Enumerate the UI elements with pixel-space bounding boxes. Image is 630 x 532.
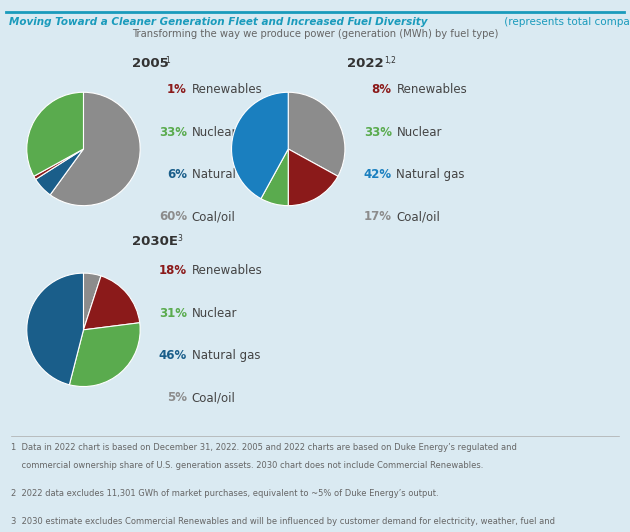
- Text: Coal/oil: Coal/oil: [396, 210, 440, 223]
- Text: Renewables: Renewables: [192, 264, 263, 277]
- Text: 31%: 31%: [159, 306, 187, 320]
- Text: (represents total company view): (represents total company view): [501, 17, 630, 27]
- Text: Renewables: Renewables: [396, 84, 467, 96]
- Wedge shape: [232, 92, 289, 198]
- Text: 3  2030 estimate excludes Commercial Renewables and will be influenced by custom: 3 2030 estimate excludes Commercial Rene…: [11, 517, 555, 526]
- Text: Natural gas: Natural gas: [192, 349, 260, 362]
- Text: 42%: 42%: [364, 168, 392, 181]
- Text: 1  Data in 2022 chart is based on December 31, 2022. 2005 and 2022 charts are ba: 1 Data in 2022 chart is based on Decembe…: [11, 443, 517, 452]
- Wedge shape: [50, 92, 140, 206]
- Wedge shape: [27, 92, 84, 176]
- Text: 18%: 18%: [159, 264, 187, 277]
- Text: 1%: 1%: [167, 84, 187, 96]
- Wedge shape: [36, 149, 83, 195]
- Text: 46%: 46%: [159, 349, 187, 362]
- Wedge shape: [83, 276, 140, 330]
- Text: Nuclear: Nuclear: [192, 126, 237, 139]
- Text: 6%: 6%: [167, 168, 187, 181]
- Text: commercial ownership share of U.S. generation assets. 2030 chart does not includ: commercial ownership share of U.S. gener…: [11, 461, 484, 470]
- Text: Natural gas: Natural gas: [192, 168, 260, 181]
- Wedge shape: [69, 323, 140, 387]
- Wedge shape: [261, 149, 288, 206]
- Wedge shape: [34, 149, 83, 179]
- Text: 5%: 5%: [167, 391, 187, 404]
- Text: 17%: 17%: [364, 210, 392, 223]
- Text: 2  2022 data excludes 11,301 GWh of market purchases, equivalent to ~5% of Duke : 2 2022 data excludes 11,301 GWh of marke…: [11, 489, 439, 498]
- Text: 1: 1: [166, 56, 171, 65]
- Text: Nuclear: Nuclear: [396, 126, 442, 139]
- Text: 3: 3: [178, 234, 183, 243]
- Text: 2030E: 2030E: [132, 235, 178, 248]
- Text: 2022: 2022: [346, 57, 383, 70]
- Wedge shape: [288, 149, 338, 206]
- Text: Natural gas: Natural gas: [396, 168, 465, 181]
- Text: 2005: 2005: [132, 57, 169, 70]
- Text: Moving Toward a Cleaner Generation Fleet and Increased Fuel Diversity: Moving Toward a Cleaner Generation Fleet…: [9, 17, 428, 27]
- Text: 60%: 60%: [159, 210, 187, 223]
- Text: 33%: 33%: [364, 126, 392, 139]
- Text: Coal/oil: Coal/oil: [192, 210, 236, 223]
- Text: 33%: 33%: [159, 126, 187, 139]
- Wedge shape: [288, 92, 345, 176]
- Text: 8%: 8%: [372, 84, 392, 96]
- Wedge shape: [83, 273, 101, 330]
- Text: Renewables: Renewables: [192, 84, 263, 96]
- Text: 1,2: 1,2: [384, 56, 396, 65]
- Text: Coal/oil: Coal/oil: [192, 391, 236, 404]
- Wedge shape: [27, 273, 84, 385]
- Text: Nuclear: Nuclear: [192, 306, 237, 320]
- Text: Transforming the way we produce power (generation (MWh) by fuel type): Transforming the way we produce power (g…: [132, 29, 498, 39]
